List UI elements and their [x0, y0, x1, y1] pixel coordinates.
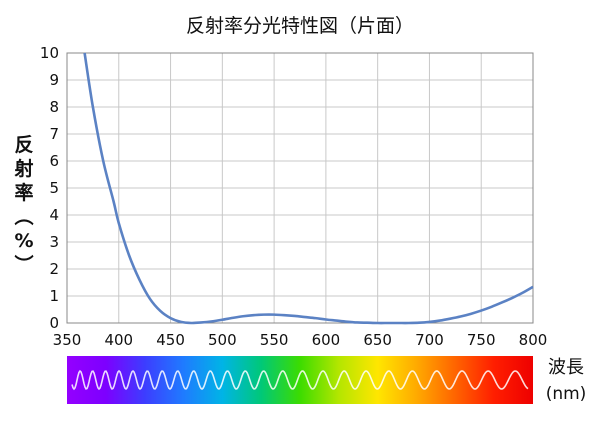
y-axis-label-char: ）: [12, 254, 35, 273]
x-tick-label: 650: [363, 331, 392, 349]
x-tick-label: 350: [53, 331, 82, 349]
y-axis-label-char: （: [12, 206, 35, 225]
y-tick-label: 8: [49, 98, 59, 116]
y-tick-label: 5: [49, 179, 59, 197]
x-axis-label: 波長: [548, 357, 584, 378]
y-tick-label: 7: [49, 125, 59, 143]
y-tick-label: 10: [40, 44, 59, 62]
grid: [66, 52, 534, 324]
y-tick-label: 1: [49, 287, 59, 305]
x-tick-label: 800: [519, 331, 548, 349]
y-tick-label: 6: [49, 152, 59, 170]
x-tick-label: 500: [208, 331, 237, 349]
y-tick-label: 2: [49, 260, 59, 278]
x-tick-labels: 350 400 450 500 550 600 650 700 750 800: [53, 331, 548, 349]
reflectance-curve: [83, 52, 534, 325]
plot-frame: [66, 52, 534, 324]
y-axis-label-char: 率: [14, 181, 33, 204]
y-axis-label-char: %: [14, 230, 33, 252]
x-tick-label: 750: [467, 331, 496, 349]
x-tick-label: 700: [415, 331, 444, 349]
y-axis-label-char: 射: [13, 157, 33, 180]
chart-title: 反射率分光特性図（片面）: [186, 15, 414, 37]
y-tick-label: 0: [49, 314, 59, 332]
spectrum-wave: [71, 369, 529, 391]
y-axis-label-char: 反: [14, 134, 33, 156]
series-layer: [83, 52, 534, 325]
y-tick-label: 9: [49, 71, 59, 89]
x-tick-label: 400: [104, 331, 133, 349]
x-tick-label: 550: [260, 331, 289, 349]
y-axis-label: 反射率 （% ）: [12, 134, 35, 274]
x-axis-unit: (nm): [546, 384, 587, 404]
y-tick-labels: 0 1 2 3 4 5 6 7 8 9 10: [40, 44, 59, 332]
x-tick-label: 450: [156, 331, 185, 349]
x-tick-label: 600: [312, 331, 341, 349]
y-tick-label: 4: [49, 206, 59, 224]
y-tick-label: 3: [49, 233, 59, 251]
